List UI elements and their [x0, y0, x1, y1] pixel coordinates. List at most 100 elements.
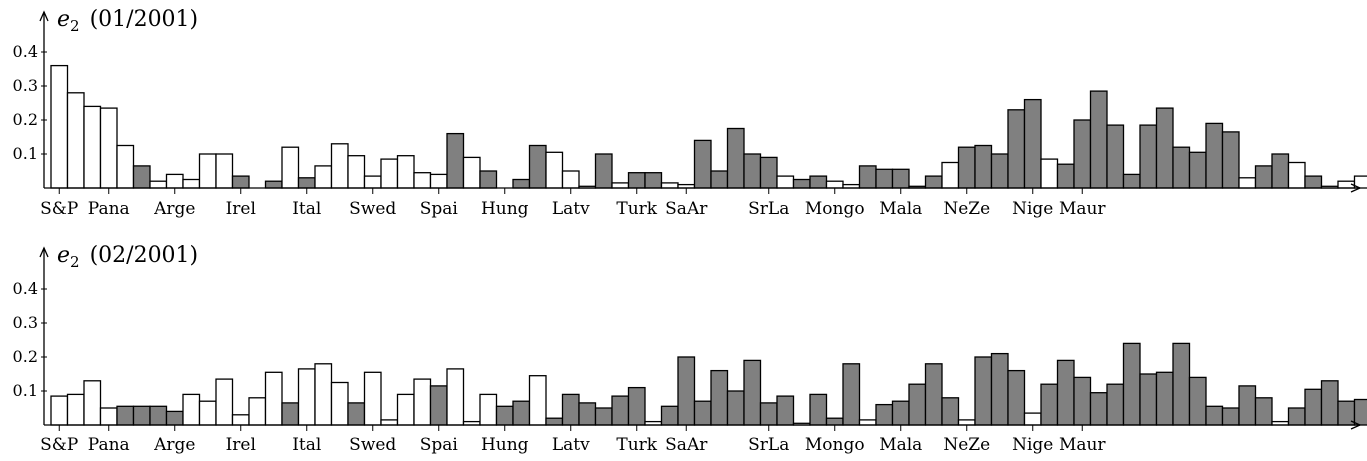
y-tick-label: 0.4 [13, 42, 38, 61]
bar [495, 405, 514, 426]
bar [396, 155, 415, 189]
x-tick-label: Nige [1012, 199, 1053, 219]
bar [957, 146, 976, 189]
bar [594, 153, 613, 189]
bar [1155, 107, 1174, 189]
bar [165, 173, 184, 189]
bar [479, 170, 498, 189]
bar [215, 378, 234, 426]
x-tick-label: Arge [153, 199, 195, 219]
bar [1188, 151, 1207, 189]
bar [1304, 175, 1323, 189]
bar [693, 400, 712, 426]
x-tick-label: Hung [481, 435, 529, 455]
bar [743, 153, 762, 189]
bar [1320, 380, 1339, 426]
bar [891, 168, 910, 189]
x-tick-label: NeZe [943, 435, 990, 455]
bar [413, 172, 432, 189]
x-tick-label: Irel [226, 199, 256, 219]
bar [446, 368, 465, 426]
bar [50, 64, 69, 189]
bar [429, 385, 448, 426]
bar [611, 395, 630, 426]
bar [809, 175, 828, 189]
bar [297, 368, 316, 426]
bar [314, 363, 333, 426]
y-tick-label: 0.4 [13, 279, 38, 298]
bar [116, 144, 135, 189]
y-tick-label: 0.3 [13, 76, 38, 95]
bar [1221, 407, 1240, 426]
bar [1238, 385, 1257, 426]
bar [165, 410, 184, 426]
bar [924, 175, 943, 189]
x-tick-label: Mala [879, 435, 922, 455]
bar [825, 180, 844, 189]
bar [759, 156, 778, 189]
x-axis-arrow [1350, 420, 1362, 430]
bar [1056, 163, 1075, 189]
y-tick-label: 0.1 [13, 381, 38, 400]
x-tick-label: Swed [349, 199, 396, 219]
title-subscript: 2 [70, 253, 80, 271]
y-axis-arrow [39, 10, 49, 22]
bar [528, 375, 547, 426]
bar [1056, 359, 1075, 426]
bar [693, 139, 712, 189]
bar [264, 180, 283, 189]
bar [66, 92, 85, 189]
chart-title: e2 (01/2001) [57, 7, 198, 35]
bar [908, 383, 927, 426]
bar [974, 356, 993, 426]
bar [1073, 376, 1092, 426]
x-tick-label: SrLa [748, 435, 789, 455]
bar [1172, 342, 1191, 426]
x-tick-label: Latv [552, 199, 590, 219]
bar [1155, 371, 1174, 426]
y-axis-arrow [39, 246, 49, 258]
bar [231, 175, 250, 189]
bar [1073, 119, 1092, 189]
bar [776, 175, 795, 189]
bar [347, 402, 366, 426]
bar [413, 378, 432, 426]
bar [363, 175, 382, 189]
x-tick-label: Pana [88, 199, 130, 219]
bar [941, 397, 960, 426]
bar [809, 393, 828, 426]
bar [759, 402, 778, 426]
x-tick-label: S&P [40, 435, 78, 455]
bar [561, 393, 580, 426]
title-subscript: 2 [70, 17, 80, 35]
y-tick-label: 0.2 [13, 110, 38, 129]
x-tick-label: Maur [1059, 199, 1106, 219]
bar [512, 178, 531, 189]
bar [660, 182, 679, 189]
bar [314, 165, 333, 189]
x-tick-label: Pana [88, 435, 130, 455]
bar [1271, 153, 1290, 189]
x-tick-label: Irel [226, 435, 256, 455]
bar [611, 182, 630, 189]
x-tick-label: Spai [420, 435, 459, 455]
bar [182, 393, 201, 426]
bar [330, 143, 349, 189]
y-tick-label: 0.2 [13, 347, 38, 366]
bar [710, 170, 729, 189]
bar [1023, 98, 1042, 189]
bar [627, 172, 646, 189]
bar [330, 381, 349, 426]
chart-panel-1: 0.1 0.2 0.3 0.4 S&P Pana Arge Irel Ital Swed Spai H… [13, 7, 1367, 219]
bar [132, 405, 151, 426]
bar [1106, 383, 1125, 426]
bar [396, 393, 415, 426]
bar [281, 402, 300, 426]
bar [380, 419, 399, 426]
title-period: (02/2001) [90, 243, 199, 268]
bar [1238, 177, 1257, 189]
bar [1172, 146, 1191, 189]
x-tick-label: S&P [40, 199, 78, 219]
bar [825, 417, 844, 426]
bar [264, 371, 283, 426]
